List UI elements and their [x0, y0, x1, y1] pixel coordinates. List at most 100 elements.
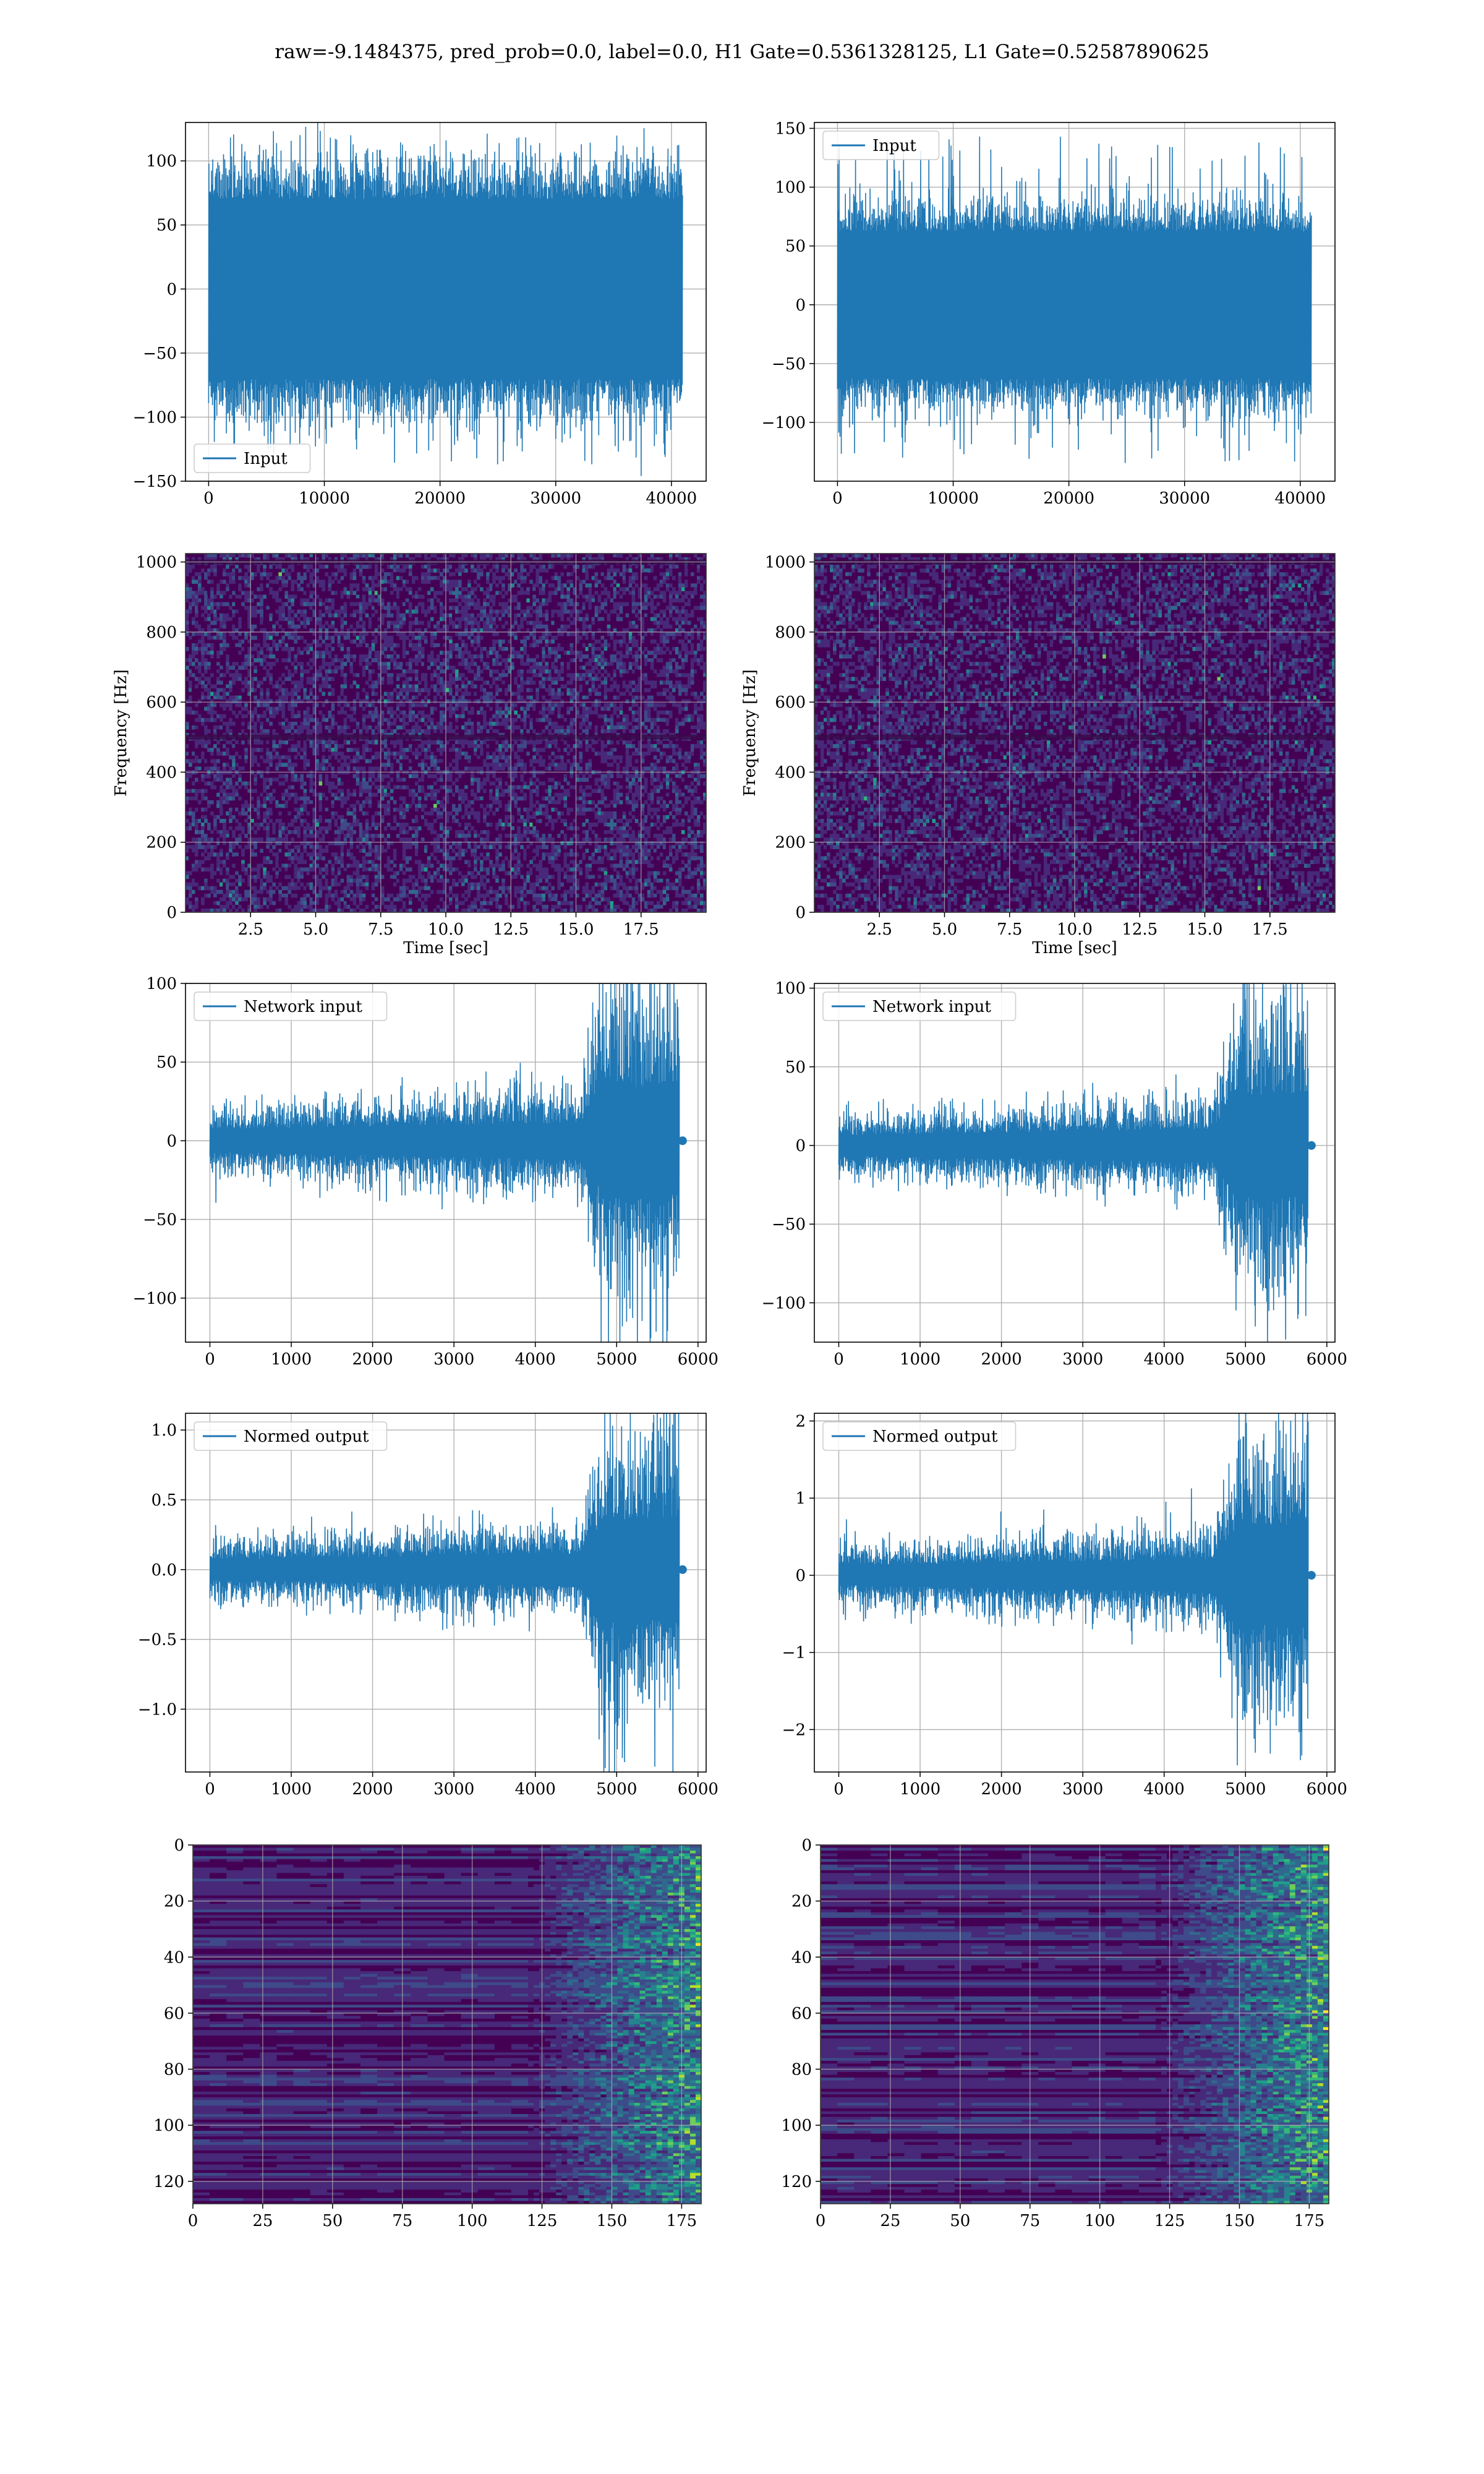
spectrogram-cell	[409, 666, 412, 670]
spectrogram-cell	[390, 576, 394, 580]
spectrogram-cell	[322, 722, 326, 726]
spectrogram-cell	[663, 703, 667, 708]
spectrogram-cell	[626, 602, 629, 607]
spectrogram-cell	[449, 554, 453, 558]
spectrogram-cell	[291, 685, 294, 689]
spectrogram-cell	[387, 599, 391, 603]
spectrogram-cell	[505, 658, 508, 662]
spectrogram-cell	[207, 666, 211, 670]
spectrogram-cell	[480, 599, 484, 603]
spectrogram-cell	[304, 722, 307, 726]
spectrogram-cell	[623, 722, 626, 726]
spectrogram-cell	[325, 568, 329, 573]
spectrogram-cell	[399, 621, 403, 625]
spectrogram-cell	[582, 654, 586, 659]
spectrogram-cell	[284, 583, 288, 588]
spectrogram-cell	[449, 680, 453, 685]
spectrogram-cell	[660, 680, 663, 685]
spectrogram-cell	[393, 677, 397, 681]
y-tick-label: −50	[772, 355, 806, 374]
spectrogram-cell	[557, 654, 561, 659]
spectrogram-cell	[387, 587, 391, 591]
spectrogram-cell	[362, 688, 366, 693]
spectrogram-cell	[275, 692, 279, 696]
spectrogram-cell	[260, 640, 263, 644]
spectrogram-cell	[700, 654, 704, 659]
spectrogram-cell	[601, 554, 605, 558]
spectrogram-cell	[232, 572, 236, 576]
spectrogram-cell	[579, 610, 583, 614]
spectrogram-cell	[409, 625, 412, 629]
spectrogram-cell	[492, 632, 496, 636]
spectrogram-cell	[269, 591, 273, 595]
spectrogram-cell	[195, 595, 198, 599]
spectrogram-cell	[657, 714, 660, 719]
spectrogram-cell	[514, 636, 518, 640]
spectrogram-cell	[210, 647, 214, 651]
spectrogram-cell	[681, 587, 685, 591]
spectrogram-cell	[223, 568, 226, 573]
spectrogram-cell	[300, 617, 304, 622]
spectrogram-cell	[604, 688, 608, 693]
spectrogram-cell	[263, 729, 267, 734]
spectrogram-cell	[539, 669, 542, 674]
spectrogram-cell	[678, 703, 682, 708]
spectrogram-cell	[492, 580, 496, 584]
spectrogram-cell	[660, 595, 663, 599]
spectrogram-cell	[381, 576, 385, 580]
spectrogram-cell	[542, 658, 545, 662]
spectrogram-cell	[319, 643, 323, 648]
spectrogram-cell	[455, 595, 459, 599]
spectrogram-cell	[672, 662, 676, 666]
spectrogram-cell	[623, 587, 626, 591]
spectrogram-cell	[375, 714, 378, 719]
spectrogram-cell	[517, 651, 521, 655]
spectrogram-cell	[557, 647, 561, 651]
spectrogram-cell	[505, 632, 508, 636]
spectrogram-cell	[204, 591, 208, 595]
spectrogram-cell	[523, 729, 527, 734]
spectrogram-cell	[328, 651, 332, 655]
spectrogram-cell	[210, 651, 214, 655]
spectrogram-cell	[269, 700, 273, 704]
spectrogram-cell	[663, 680, 667, 685]
spectrogram-cell	[498, 610, 502, 614]
spectrogram-cell	[390, 654, 394, 659]
spectrogram-cell	[586, 565, 589, 569]
x-tick-label: 10000	[927, 489, 979, 508]
spectrogram-cell	[331, 685, 335, 689]
spectrogram-cell	[291, 583, 294, 588]
spectrogram-cell	[319, 621, 323, 625]
spectrogram-cell	[232, 591, 236, 595]
spectrogram-cell	[266, 572, 270, 576]
spectrogram-cell	[427, 729, 431, 734]
spectrogram-cell	[223, 703, 226, 708]
spectrogram-cell	[254, 673, 257, 677]
spectrogram-cell	[570, 729, 574, 734]
spectrogram-cell	[635, 662, 639, 666]
spectrogram-cell	[691, 614, 694, 618]
spectrogram-cell	[201, 595, 205, 599]
spectrogram-cell	[672, 669, 676, 674]
spectrogram-cell	[281, 647, 285, 651]
spectrogram-cell	[684, 658, 688, 662]
spectrogram-cell	[532, 658, 536, 662]
spectrogram-cell	[477, 729, 480, 734]
spectrogram-cell	[372, 654, 375, 659]
spectrogram-cell	[319, 654, 323, 659]
spectrogram-cell	[557, 599, 561, 603]
spectrogram-cell	[691, 554, 694, 558]
spectrogram-cell	[532, 692, 536, 696]
spectrogram-cell	[250, 707, 254, 711]
spectrogram-cell	[421, 576, 425, 580]
spectrogram-cell	[250, 654, 254, 659]
spectrogram-cell	[688, 714, 691, 719]
spectrogram-cell	[418, 554, 422, 558]
spectrogram-cell	[458, 714, 462, 719]
spectrogram-cell	[586, 726, 589, 730]
spectrogram-cell	[310, 692, 313, 696]
spectrogram-cell	[650, 696, 654, 700]
spectrogram-cell	[554, 722, 558, 726]
spectrogram-cell	[554, 587, 558, 591]
spectrogram-cell	[362, 625, 366, 629]
